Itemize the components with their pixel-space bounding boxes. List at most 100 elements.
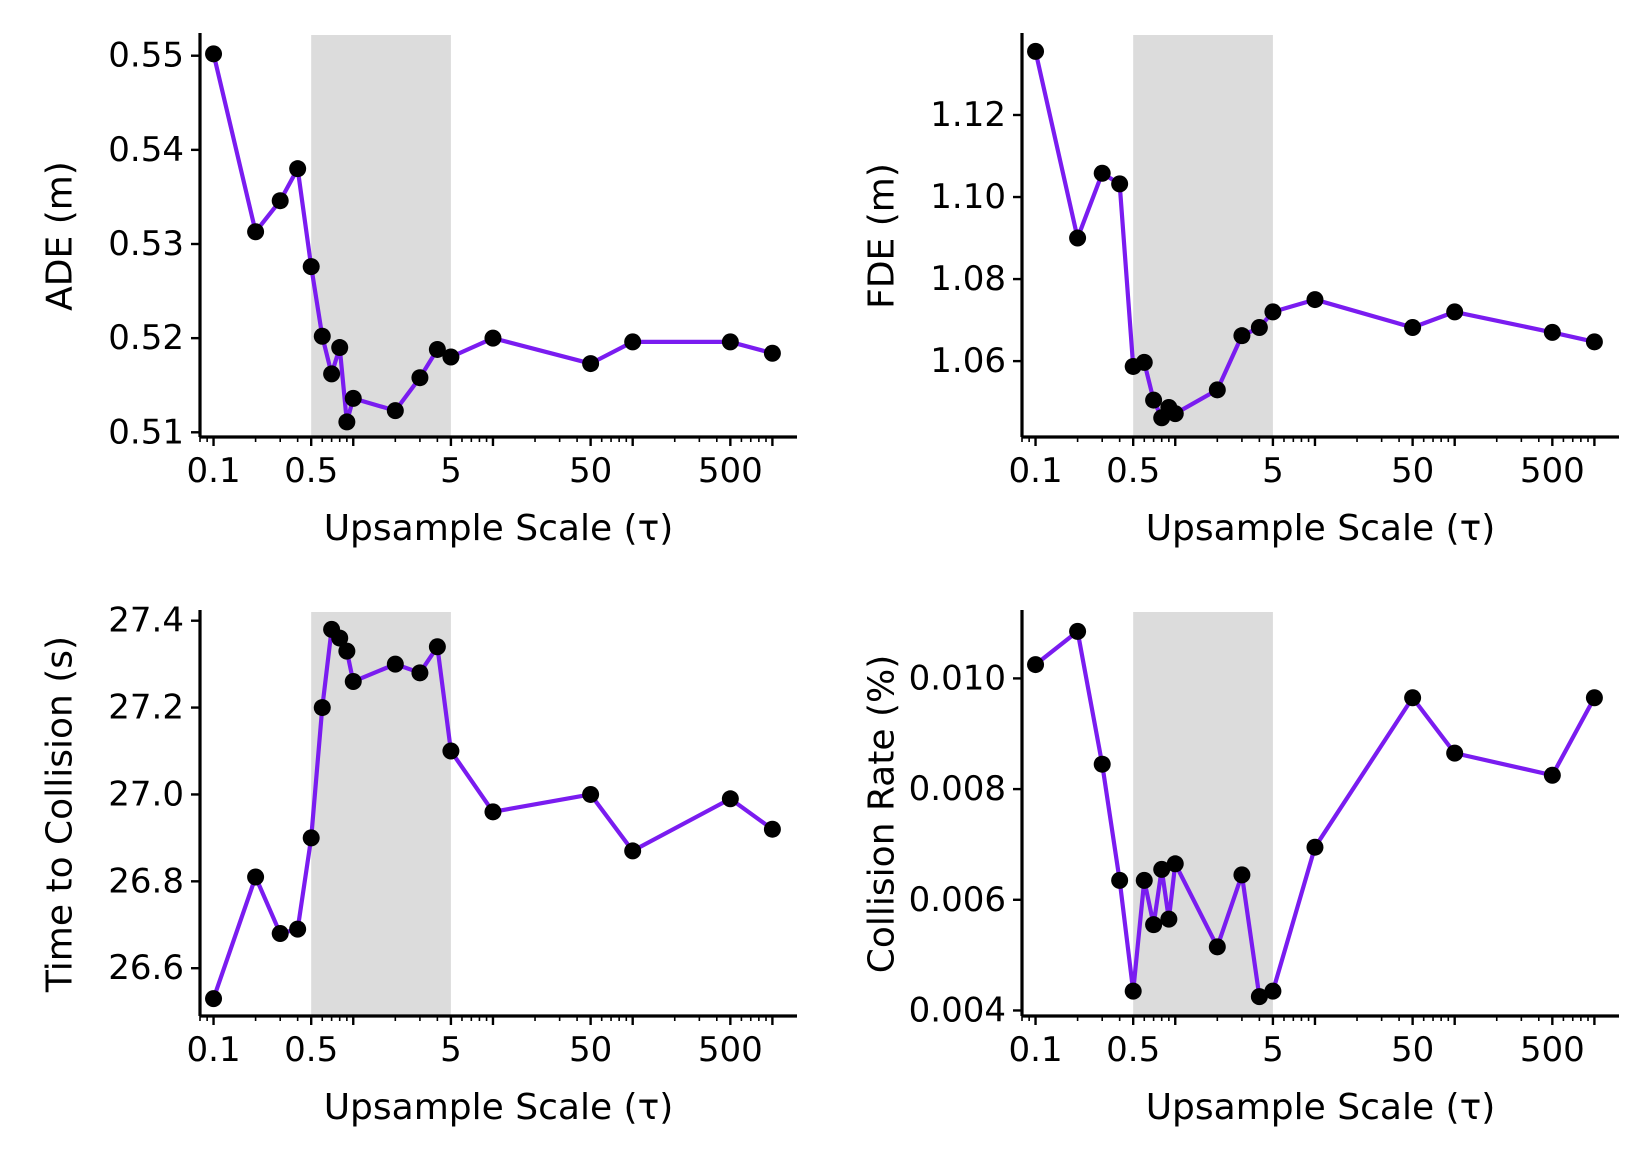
y-tick-label: 0.55	[108, 36, 184, 76]
x-tick-label: 0.5	[284, 1030, 338, 1070]
x-tick-label: 500	[698, 451, 763, 491]
data-point	[1264, 982, 1282, 1000]
data-point	[1233, 866, 1251, 884]
data-point	[338, 413, 356, 431]
x-tick-label: 0.1	[187, 1030, 241, 1070]
data-point	[442, 742, 460, 760]
data-point	[1404, 689, 1422, 707]
data-point	[1135, 353, 1153, 371]
y-tick-label: 26.8	[108, 861, 184, 901]
data-point	[1208, 381, 1226, 399]
x-tick-label: 500	[698, 1030, 763, 1070]
data-point	[582, 785, 600, 803]
data-point	[313, 699, 331, 717]
data-point	[1250, 988, 1268, 1006]
y-tick-label: 0.51	[108, 412, 184, 452]
data-point	[484, 803, 502, 821]
x-tick-label: 5	[440, 1030, 462, 1070]
data-point	[302, 829, 320, 847]
x-tick-label: 500	[1520, 1030, 1585, 1070]
chart-ade: 0.510.520.530.540.550.1 0.5 5 50 500Upsample…	[40, 33, 797, 549]
chart-fde: 1.06 1.08 1.10 1.12 0.1 0.5 5 50 500 Upsample Sca…	[862, 33, 1619, 549]
data-point	[344, 673, 362, 691]
x-axis-label: Upsample Scale (τ)	[324, 1087, 674, 1128]
data-point	[1446, 303, 1464, 321]
series-line	[211, 51, 775, 425]
data-point	[271, 924, 289, 942]
x-tick-label: 0.1	[1009, 1030, 1063, 1070]
data-point	[624, 333, 642, 351]
data-point	[1160, 910, 1178, 928]
x-axis-label: Upsample Scale (τ)	[1146, 508, 1496, 549]
data-point	[1404, 318, 1422, 336]
data-point	[1166, 855, 1184, 873]
data-point	[1306, 291, 1324, 309]
data-point	[386, 402, 404, 420]
data-point	[411, 369, 429, 387]
data-point	[1069, 229, 1087, 247]
x-tick-label: 500	[1520, 451, 1585, 491]
data-point	[1111, 175, 1129, 193]
x-tick-label: 50	[569, 1030, 612, 1070]
data-point	[1135, 871, 1153, 889]
data-point	[331, 339, 349, 357]
data-point	[1145, 391, 1163, 409]
data-point	[1093, 164, 1111, 182]
chart-collision-rate: 0.004 0.006 0.008 0.010 0.1 0.5 5 50 500 Upsample…	[862, 610, 1619, 1128]
data-point	[721, 333, 739, 351]
x-tick-label: 0.5	[1106, 1030, 1160, 1070]
data-point	[289, 920, 307, 938]
data-point	[1153, 860, 1171, 878]
y-tick-label: 1.06	[930, 341, 1006, 381]
data-point	[302, 258, 320, 276]
data-point	[338, 642, 356, 660]
x-tick-label: 0.5	[1106, 451, 1160, 491]
y-tick-label: 27.0	[108, 774, 184, 814]
y-tick-label: 0.008	[909, 769, 1006, 809]
data-point	[1446, 744, 1464, 762]
highlight-region	[311, 612, 451, 1016]
x-axis-label: Upsample Scale (τ)	[324, 508, 674, 549]
data-point	[1250, 318, 1268, 336]
y-axis-label: Time to Collision (s)	[40, 636, 81, 993]
data-point	[1543, 766, 1561, 784]
data-point	[1264, 303, 1282, 321]
y-tick-label: 0.010	[909, 658, 1006, 698]
data-point	[442, 348, 460, 366]
data-point	[1027, 42, 1045, 60]
data-point	[313, 327, 331, 345]
data-point	[1027, 656, 1045, 674]
data-point	[1585, 689, 1603, 707]
data-point	[247, 868, 265, 886]
data-point	[205, 990, 223, 1008]
series-line	[1033, 49, 1597, 420]
data-point	[1166, 405, 1184, 423]
x-tick-label: 0.1	[187, 451, 241, 491]
y-axis-label: Collision Rate (%)	[862, 655, 903, 974]
y-tick-label: 0.006	[909, 880, 1006, 920]
y-tick-label: 27.4	[108, 601, 184, 641]
data-point	[323, 365, 341, 383]
y-tick-label: 1.08	[930, 259, 1006, 299]
y-tick-label: 0.54	[108, 130, 184, 170]
data-point	[411, 664, 429, 682]
x-tick-label: 50	[1391, 451, 1434, 491]
x-tick-label: 0.5	[284, 451, 338, 491]
data-point	[428, 638, 446, 656]
data-point	[1543, 323, 1561, 341]
x-tick-label: 50	[569, 451, 612, 491]
data-point	[763, 344, 781, 362]
x-tick-label: 50	[1391, 1030, 1434, 1070]
data-point	[1145, 916, 1163, 934]
data-point	[1233, 327, 1251, 345]
data-point	[1069, 622, 1087, 640]
y-tick-label: 0.004	[909, 990, 1006, 1030]
y-axis-label: FDE (m)	[862, 163, 903, 309]
data-point	[1208, 938, 1226, 956]
data-point	[1124, 982, 1142, 1000]
data-point	[331, 629, 349, 647]
y-axis-label: ADE (m)	[40, 161, 81, 311]
data-point	[344, 389, 362, 407]
data-point	[247, 223, 265, 241]
